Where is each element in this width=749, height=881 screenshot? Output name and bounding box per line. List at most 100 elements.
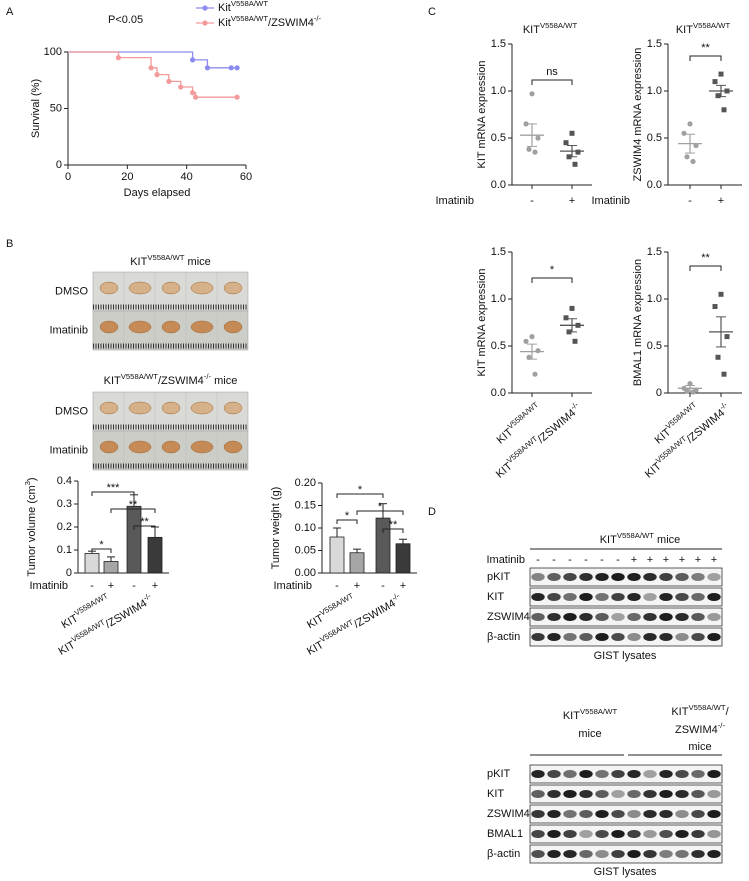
- superscript: -/-: [717, 399, 729, 411]
- significance-bracket: [689, 55, 722, 61]
- significance-bracket: [531, 277, 573, 283]
- x-axis-label: Days elapsed: [124, 187, 191, 199]
- survival-line: [68, 51, 238, 98]
- lane-label: +: [679, 554, 685, 566]
- tumor: [223, 281, 243, 295]
- survival-point: [234, 65, 240, 71]
- blot-band: [563, 633, 577, 641]
- blot-band: [627, 790, 641, 798]
- text-part: mice: [578, 728, 601, 740]
- legend-marker: [202, 20, 208, 26]
- blot-band: [627, 633, 641, 641]
- data-point: [715, 354, 721, 360]
- superscript: V558A/WT: [505, 400, 539, 431]
- blot-band: [611, 850, 625, 858]
- blot-band: [547, 770, 561, 778]
- tumor: [128, 440, 152, 454]
- blot-band: [547, 830, 561, 838]
- blot-caption: GIST lysates: [594, 650, 657, 662]
- significance-label: **: [389, 519, 398, 531]
- blot-band: [579, 613, 593, 621]
- data-point: [687, 121, 693, 127]
- superscript: V558A/WT: [231, 0, 268, 8]
- group-label: mice: [688, 741, 711, 753]
- blot-band: [627, 810, 641, 818]
- text-part: /ZSWIM4: [103, 597, 149, 630]
- lane-label: +: [711, 554, 717, 566]
- blot-strip: [529, 824, 723, 844]
- blot-band: [579, 593, 593, 601]
- blot-band: [659, 633, 673, 641]
- row-label: β-actin: [487, 631, 520, 643]
- y-axis-label: Tumor volume (cm3): [23, 477, 38, 576]
- x-tick-label: -: [335, 580, 339, 592]
- blot-band: [547, 633, 561, 641]
- y-axis-label: Survival (%): [30, 79, 42, 138]
- x-tick-label: 20: [121, 171, 133, 183]
- tumor: [190, 320, 214, 334]
- blot-band: [691, 770, 705, 778]
- text-part: ): [26, 477, 38, 481]
- significance-label: *: [550, 264, 555, 276]
- blot-band: [531, 573, 545, 581]
- survival-point: [204, 65, 211, 71]
- x-axis-label: Imatinib: [435, 195, 474, 207]
- y-tick-label: 0.0: [647, 179, 662, 191]
- blot-band: [547, 810, 561, 818]
- blot-band: [675, 830, 689, 838]
- x-tick-label: +: [569, 195, 575, 207]
- text-part: KIT: [523, 24, 540, 36]
- tumor: [161, 320, 181, 334]
- significance-bracket: [336, 519, 358, 524]
- superscript: -/-: [314, 14, 322, 23]
- data-point: [684, 154, 690, 160]
- x-tick-label: -: [90, 580, 94, 592]
- y-tick-label: 1.5: [647, 38, 662, 50]
- text-part: /ZSWIM4: [352, 597, 398, 630]
- blot-band: [563, 613, 577, 621]
- survival-point: [115, 55, 122, 61]
- blot-band: [531, 613, 545, 621]
- blot-band: [547, 613, 561, 621]
- x-tick-label: +: [400, 580, 406, 592]
- y-tick-label: 0.15: [295, 499, 316, 511]
- chart-title: KITV558A/WT: [523, 21, 578, 36]
- row-label: ZSWIM4: [487, 808, 530, 820]
- blot-band: [595, 790, 609, 798]
- data-point: [535, 135, 541, 141]
- superscript: -/-: [141, 591, 152, 603]
- bar: [147, 536, 163, 574]
- y-tick-label: 0.5: [491, 132, 506, 144]
- significance-label: *: [358, 484, 363, 496]
- text-part: Kit: [218, 2, 231, 14]
- blot-band: [531, 633, 545, 641]
- superscript: V558A/WT: [121, 372, 158, 381]
- blot-band: [675, 593, 689, 601]
- x-axis-label: Imatinib: [273, 580, 312, 592]
- blot-band: [579, 573, 593, 581]
- superscript: V558A/WT: [231, 14, 268, 23]
- data-point: [721, 107, 727, 113]
- blot-band: [643, 633, 657, 641]
- data-point: [535, 348, 541, 354]
- lane-label: -: [584, 554, 588, 566]
- blot-band: [643, 770, 657, 778]
- text-part: KIT: [104, 375, 121, 387]
- blot-band: [595, 573, 609, 581]
- blot-band: [595, 613, 609, 621]
- blot-band: [707, 810, 721, 818]
- group-label: mice: [578, 728, 601, 740]
- survival-point: [190, 57, 196, 63]
- data-point: [526, 146, 532, 152]
- tumor: [223, 401, 243, 415]
- blot-band: [547, 850, 561, 858]
- blot-strip: [529, 567, 723, 587]
- blot-band: [579, 850, 593, 858]
- blot-band: [579, 770, 593, 778]
- blot-title: KITV558A/WT mice: [600, 531, 681, 546]
- blot-band: [595, 633, 609, 641]
- blot-band: [627, 830, 641, 838]
- tumor: [223, 440, 243, 454]
- x-tick-label: -: [688, 195, 692, 207]
- data-point: [721, 371, 727, 377]
